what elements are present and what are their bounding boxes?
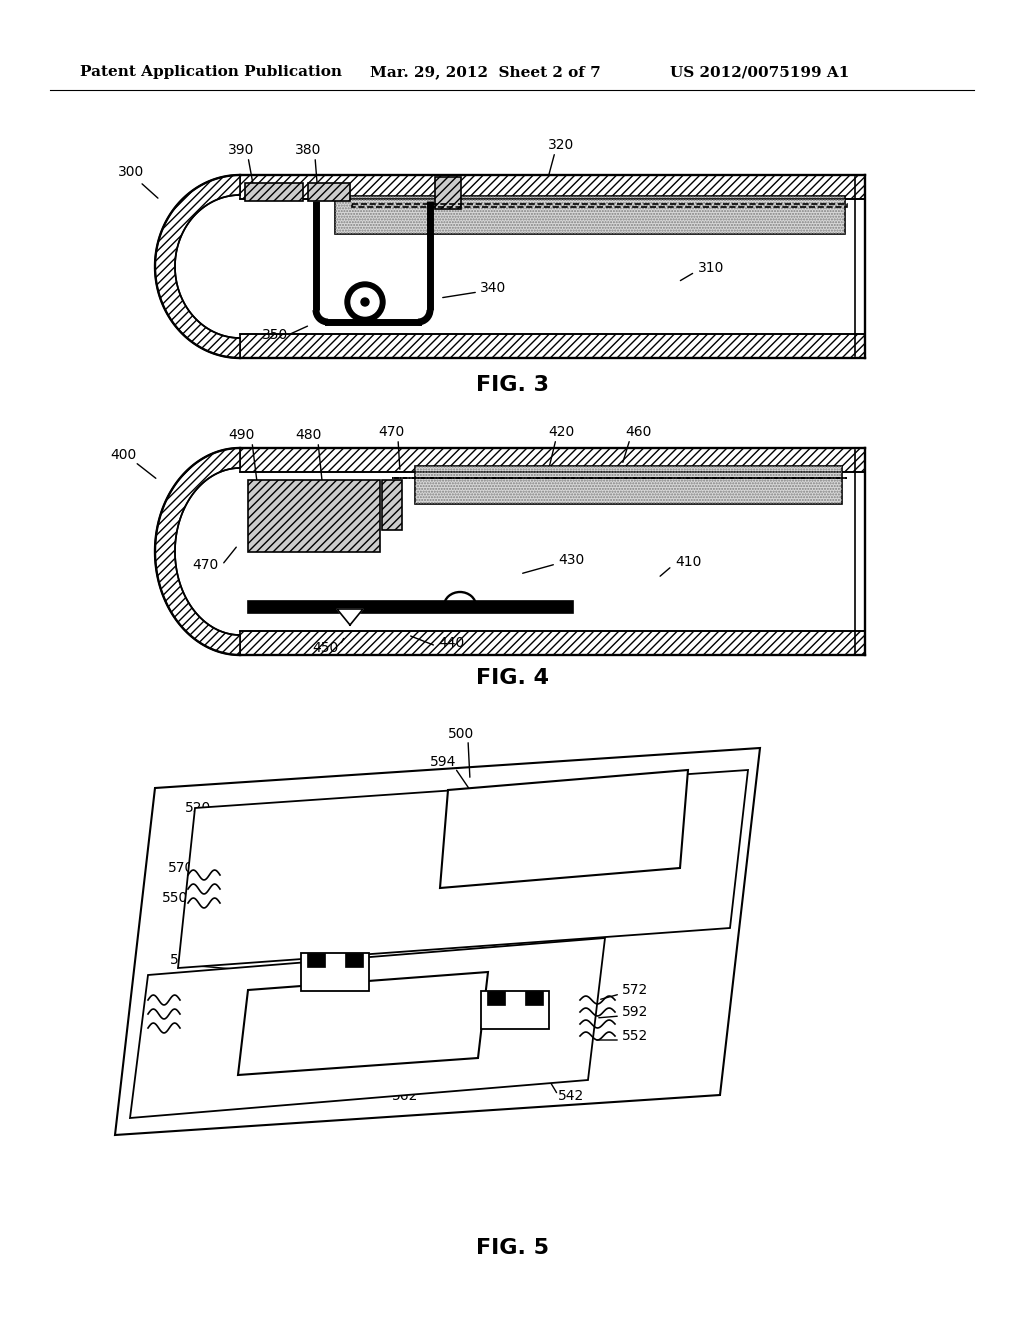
Bar xyxy=(308,183,350,201)
Polygon shape xyxy=(130,939,605,1118)
Text: 420: 420 xyxy=(548,425,574,440)
Polygon shape xyxy=(525,991,543,1005)
Polygon shape xyxy=(345,953,362,968)
Text: 562: 562 xyxy=(392,1089,419,1104)
Polygon shape xyxy=(337,609,362,624)
Bar xyxy=(435,177,461,209)
Bar xyxy=(248,480,380,552)
Bar xyxy=(248,480,380,552)
Circle shape xyxy=(351,288,379,315)
Text: 450: 450 xyxy=(312,642,338,655)
Bar xyxy=(240,334,865,358)
Text: FIG. 4: FIG. 4 xyxy=(475,668,549,688)
Bar xyxy=(382,480,402,531)
Text: 480: 480 xyxy=(295,428,322,442)
Text: 542: 542 xyxy=(558,1089,585,1104)
Text: FIG. 3: FIG. 3 xyxy=(475,375,549,395)
Circle shape xyxy=(345,282,385,322)
Text: 440: 440 xyxy=(438,636,464,649)
Bar xyxy=(240,447,865,473)
Text: 460: 460 xyxy=(625,425,651,440)
Text: 590: 590 xyxy=(325,1085,351,1100)
Bar xyxy=(335,195,845,234)
Text: 572: 572 xyxy=(622,983,648,997)
Text: Patent Application Publication: Patent Application Publication xyxy=(80,65,342,79)
Polygon shape xyxy=(307,953,325,968)
Text: 560: 560 xyxy=(238,1085,264,1100)
Text: 400: 400 xyxy=(110,447,136,462)
Polygon shape xyxy=(238,972,488,1074)
Bar xyxy=(240,334,865,358)
Bar xyxy=(240,447,865,473)
Polygon shape xyxy=(155,176,240,358)
Text: 380: 380 xyxy=(295,143,322,157)
Bar xyxy=(240,631,865,655)
Text: 552: 552 xyxy=(622,1030,648,1043)
Text: 340: 340 xyxy=(480,281,506,294)
Text: Mar. 29, 2012  Sheet 2 of 7: Mar. 29, 2012 Sheet 2 of 7 xyxy=(370,65,601,79)
Polygon shape xyxy=(301,953,369,991)
Text: 594: 594 xyxy=(430,755,457,770)
Bar xyxy=(415,466,842,504)
Text: 330: 330 xyxy=(580,223,606,238)
Bar xyxy=(245,183,303,201)
Polygon shape xyxy=(115,748,760,1135)
Text: US 2012/0075199 A1: US 2012/0075199 A1 xyxy=(670,65,849,79)
Text: 390: 390 xyxy=(228,143,254,157)
Polygon shape xyxy=(481,991,549,1030)
Text: 470: 470 xyxy=(193,558,218,572)
Text: 500: 500 xyxy=(449,727,474,741)
Polygon shape xyxy=(155,447,240,655)
Text: 540: 540 xyxy=(170,953,197,968)
Bar xyxy=(240,176,865,199)
Bar xyxy=(352,205,847,207)
Text: 430: 430 xyxy=(558,553,585,568)
Bar xyxy=(382,480,402,531)
Polygon shape xyxy=(487,991,505,1005)
Bar xyxy=(240,631,865,655)
Circle shape xyxy=(361,298,369,306)
Text: 350: 350 xyxy=(262,327,288,342)
Bar xyxy=(415,466,842,504)
Bar xyxy=(248,601,573,612)
Bar xyxy=(245,183,303,201)
Text: 570: 570 xyxy=(168,861,195,875)
Text: 520: 520 xyxy=(185,801,211,814)
Text: 410: 410 xyxy=(675,554,701,569)
Bar xyxy=(335,195,845,234)
Bar xyxy=(240,176,865,199)
Text: 470: 470 xyxy=(378,425,404,440)
Bar xyxy=(435,177,461,209)
Text: 550: 550 xyxy=(162,891,188,906)
Bar xyxy=(308,183,350,201)
Text: 592: 592 xyxy=(622,1005,648,1019)
Text: 310: 310 xyxy=(698,261,724,275)
Text: 300: 300 xyxy=(118,165,144,180)
Text: 490: 490 xyxy=(228,428,254,442)
Polygon shape xyxy=(440,770,688,888)
Polygon shape xyxy=(178,770,748,968)
Text: 320: 320 xyxy=(548,139,574,152)
Text: FIG. 5: FIG. 5 xyxy=(475,1238,549,1258)
